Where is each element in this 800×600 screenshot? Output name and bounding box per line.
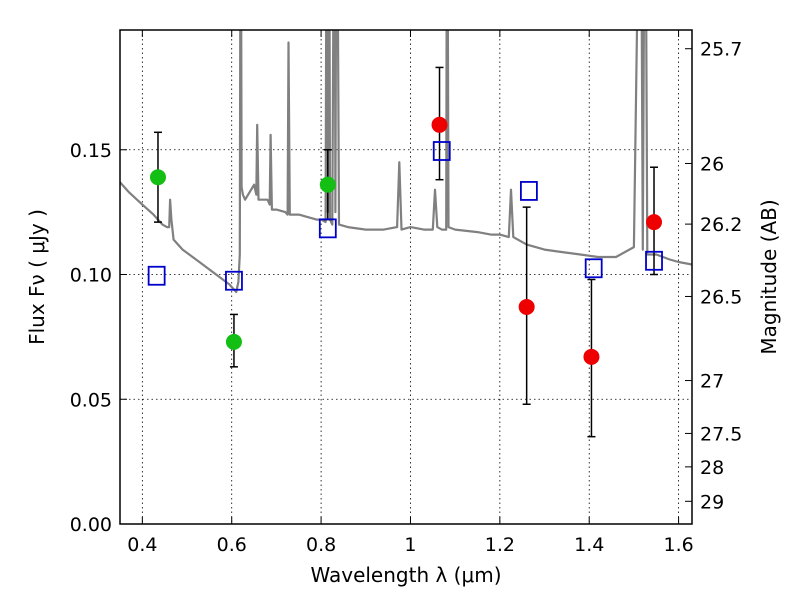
green-data-point — [319, 176, 336, 193]
model-spectrum-layer — [120, 30, 692, 294]
model-photometry-square — [432, 141, 451, 161]
y-tick-label: 0.05 — [70, 389, 112, 411]
y2-tick-label: 25.7 — [700, 39, 742, 61]
x-tick-label: 1.4 — [574, 534, 604, 556]
model-photometry-square — [147, 265, 166, 286]
red-data-point — [518, 298, 535, 315]
red-data-point — [646, 214, 663, 231]
y2-tick-label: 26.2 — [700, 214, 742, 236]
x-tick-label: 1.6 — [663, 534, 693, 556]
y2-tick-label: 26.5 — [700, 286, 742, 308]
y2-tick-label: 29 — [700, 491, 724, 513]
y2-tick-label: 26 — [700, 153, 724, 175]
green-data-point — [149, 169, 166, 186]
y2-axis-label: Magnitude (AB) — [757, 199, 781, 354]
x-tick-label: 1 — [404, 534, 416, 556]
model-photometry-square — [318, 218, 337, 239]
model-spectrum-line — [120, 30, 692, 294]
green-data-point — [225, 333, 242, 350]
x-tick-label: 0.6 — [217, 534, 247, 556]
red-data-point — [431, 116, 448, 133]
x-axis-label: Wavelength λ (μm) — [310, 563, 501, 587]
plot-frame — [119, 29, 693, 525]
model-photometry-square — [225, 270, 243, 291]
y2-tick-label: 28 — [700, 457, 724, 479]
y-tick-label: 0.10 — [70, 265, 112, 287]
y-tick-label: 0.00 — [70, 514, 112, 536]
y-axis-label: Flux Fν ( μJy ) — [25, 209, 49, 345]
y2-tick-label: 27.5 — [700, 423, 742, 445]
axis-ticks: 0.4 0.6 0.8 1 1.2 1.4 1.6 0.00 0.05 0.10 0.15 25.7 2… — [70, 30, 742, 556]
marker-layer — [147, 116, 663, 365]
model-photometry-square — [519, 181, 538, 201]
grid-lines — [120, 30, 692, 524]
y2-tick-label: 27 — [700, 371, 724, 393]
errorbar-layer — [153, 66, 659, 438]
red-data-point — [583, 348, 600, 365]
y-tick-label: 0.15 — [70, 140, 112, 162]
x-tick-label: 0.8 — [306, 534, 336, 556]
x-tick-label: 0.4 — [127, 534, 157, 556]
x-tick-label: 1.2 — [485, 534, 515, 556]
model-photometry-square — [584, 258, 603, 279]
model-photometry-square — [645, 250, 663, 271]
